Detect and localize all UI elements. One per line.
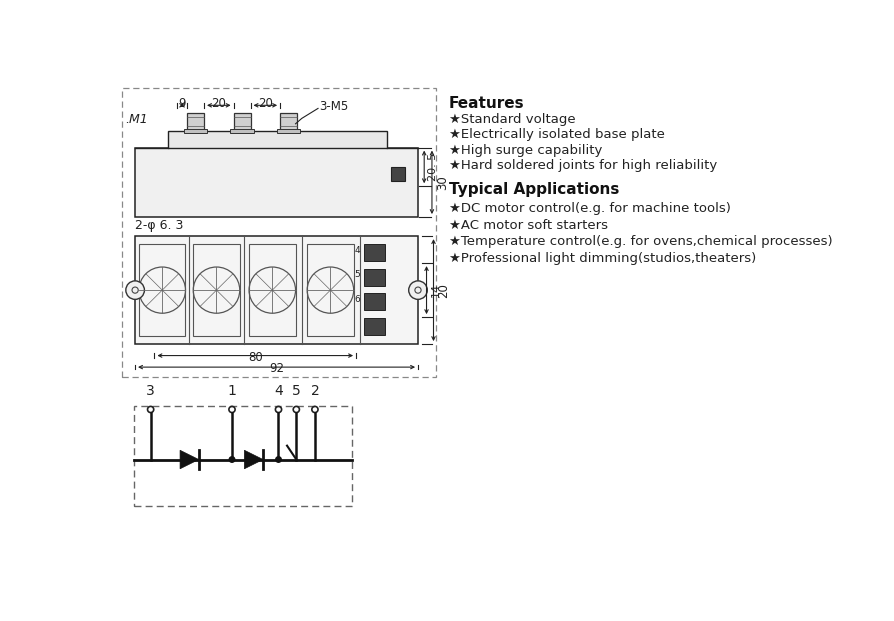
- Text: 3: 3: [146, 384, 155, 398]
- Circle shape: [274, 456, 282, 463]
- Polygon shape: [180, 450, 198, 469]
- Polygon shape: [244, 450, 263, 469]
- Text: ★Electrically isolated base plate: ★Electrically isolated base plate: [449, 129, 664, 142]
- Text: ★AC motor soft starters: ★AC motor soft starters: [449, 219, 607, 232]
- Text: ★High surge capability: ★High surge capability: [449, 144, 602, 157]
- Bar: [135, 148, 417, 217]
- Text: ★Temperature control(e.g. for ovens,chemical processes): ★Temperature control(e.g. for ovens,chem…: [449, 235, 831, 248]
- Text: Features: Features: [449, 96, 524, 111]
- Text: ★Standard voltage: ★Standard voltage: [449, 113, 575, 126]
- Bar: [363, 244, 385, 261]
- Text: ★Hard soldered joints for high reliability: ★Hard soldered joints for high reliabili…: [449, 159, 716, 172]
- Text: Typical Applications: Typical Applications: [449, 183, 619, 197]
- Circle shape: [126, 281, 144, 299]
- Text: .M1: .M1: [125, 113, 148, 126]
- Bar: [187, 113, 204, 131]
- Text: 2: 2: [310, 384, 319, 398]
- Text: 80: 80: [248, 351, 262, 364]
- Text: 2-φ 6. 3: 2-φ 6. 3: [135, 219, 183, 232]
- Text: 4: 4: [354, 245, 359, 255]
- Bar: [280, 113, 297, 131]
- Text: 20. 5: 20. 5: [427, 153, 437, 181]
- Text: 14: 14: [430, 283, 440, 297]
- Bar: [230, 129, 253, 133]
- Bar: [167, 131, 386, 148]
- Bar: [184, 129, 207, 133]
- Bar: [363, 293, 385, 310]
- Text: 6: 6: [354, 295, 359, 304]
- Text: 3-M5: 3-M5: [318, 101, 348, 114]
- Bar: [139, 244, 185, 337]
- Text: 30: 30: [435, 175, 448, 189]
- Circle shape: [409, 281, 426, 299]
- Text: 20: 20: [437, 283, 450, 297]
- Bar: [135, 236, 417, 344]
- Text: 20: 20: [257, 97, 273, 110]
- Text: ★DC motor control(e.g. for machine tools): ★DC motor control(e.g. for machine tools…: [449, 202, 730, 215]
- Text: 92: 92: [269, 363, 283, 376]
- Text: ★Professional light dimming(studios,theaters): ★Professional light dimming(studios,thea…: [449, 252, 755, 265]
- Bar: [363, 268, 385, 286]
- Text: 9: 9: [178, 97, 186, 110]
- Bar: [307, 244, 353, 337]
- Bar: [249, 244, 295, 337]
- Bar: [233, 113, 250, 131]
- Text: 5: 5: [291, 384, 300, 398]
- Bar: [363, 318, 385, 335]
- Bar: [193, 244, 240, 337]
- Bar: [391, 167, 404, 181]
- Text: 20: 20: [211, 97, 226, 110]
- Bar: [276, 129, 299, 133]
- Text: 1: 1: [227, 384, 236, 398]
- Text: 5: 5: [354, 270, 359, 279]
- Text: 4: 4: [274, 384, 283, 398]
- Circle shape: [228, 456, 235, 463]
